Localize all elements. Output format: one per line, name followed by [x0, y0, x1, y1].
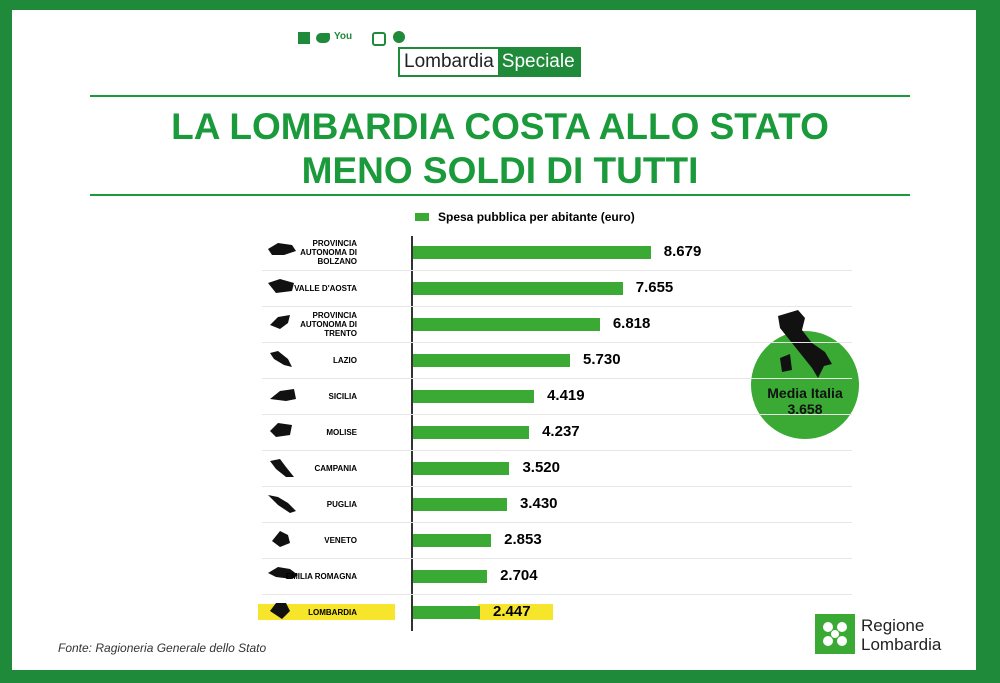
row-separator — [262, 342, 852, 343]
region-map — [268, 495, 296, 513]
bar — [413, 570, 488, 583]
title-line: LA LOMBARDIA COSTA ALLO STATO — [171, 106, 829, 147]
region-map — [270, 459, 294, 477]
category-label: VALLE D'AOSTA — [294, 283, 357, 293]
logo-line: Lombardia — [861, 635, 942, 654]
region-map — [270, 603, 290, 619]
region-map — [268, 567, 298, 579]
logo-line: Regione — [861, 616, 925, 635]
bar — [413, 462, 510, 475]
youtube-text: You — [334, 31, 353, 42]
value-label: 3.520 — [522, 459, 560, 476]
value-label: 2.853 — [504, 531, 542, 548]
category-label: SICILIA — [328, 391, 357, 401]
title-line: MENO SOLDI DI TUTTI — [301, 150, 699, 191]
bar — [413, 426, 530, 439]
row-separator — [262, 522, 852, 523]
legend-swatch — [415, 213, 429, 221]
category-label: CAMPANIA — [314, 463, 357, 473]
brand-right: Speciale — [497, 49, 579, 75]
bar — [413, 282, 623, 295]
web-icon[interactable] — [393, 31, 405, 43]
value-label: 6.818 — [612, 315, 651, 332]
bar — [413, 354, 570, 367]
region-map — [268, 243, 296, 255]
region-logo-text: Regione Lombardia — [861, 616, 941, 654]
category-label: LAZIO — [333, 355, 357, 365]
bar — [413, 246, 651, 259]
region-map — [270, 315, 290, 329]
italy-map — [778, 310, 832, 378]
value-label: 2.447 — [493, 603, 531, 620]
row-separator — [262, 450, 852, 451]
bar — [413, 606, 481, 619]
source: Fonte: Ragioneria Generale dello Stato — [58, 641, 267, 655]
average-value: 3.658 — [787, 401, 823, 417]
row-separator — [262, 378, 852, 379]
row-separator — [262, 558, 852, 559]
region-map — [270, 351, 292, 367]
bar — [413, 534, 492, 547]
bar — [413, 318, 600, 331]
category-label: PROVINCIA AUTONOMA DI TRENTO — [300, 310, 357, 338]
row-separator — [262, 306, 852, 307]
category-label: EMILIA ROMAGNA — [285, 571, 357, 581]
bar — [413, 498, 507, 511]
region-map — [268, 279, 294, 293]
category-label: VENETO — [324, 535, 357, 545]
row-separator — [262, 414, 852, 415]
value-label: 7.655 — [635, 279, 674, 296]
row-separator — [262, 594, 852, 595]
axis-line — [411, 236, 413, 631]
region-map — [270, 423, 292, 437]
value-label: 4.237 — [542, 423, 580, 440]
twitter-icon[interactable] — [316, 33, 330, 43]
instagram-icon[interactable] — [372, 32, 386, 46]
brand-left: Lombardia — [404, 51, 494, 72]
value-label: 4.419 — [547, 387, 585, 404]
row-separator — [262, 486, 852, 487]
value-label: 8.679 — [663, 243, 702, 260]
bar — [413, 390, 535, 403]
region-map — [270, 389, 296, 401]
value-label: 3.430 — [519, 495, 558, 512]
average-label: Media Italia — [767, 385, 843, 401]
highlight — [478, 604, 553, 620]
title-rule — [90, 194, 910, 196]
row-separator — [262, 270, 852, 271]
title-rule — [90, 95, 910, 97]
category-label: LOMBARDIA — [308, 607, 357, 617]
youtube-icon[interactable]: You — [334, 31, 352, 42]
category-label: PUGLIA — [326, 499, 357, 509]
brand-logo: Lombardia Speciale — [398, 47, 581, 77]
legend-label: Spesa pubblica per abitante (euro) — [438, 210, 635, 224]
highlight — [258, 604, 395, 620]
value-label: 5.730 — [583, 351, 621, 368]
region-logo-mark — [815, 614, 855, 654]
category-label: PROVINCIA AUTONOMA DI BOLZANO — [300, 238, 357, 266]
category-label: MOLISE — [326, 427, 357, 437]
facebook-icon[interactable] — [298, 32, 310, 44]
value-label: 2.704 — [500, 567, 538, 584]
region-map — [272, 531, 290, 547]
